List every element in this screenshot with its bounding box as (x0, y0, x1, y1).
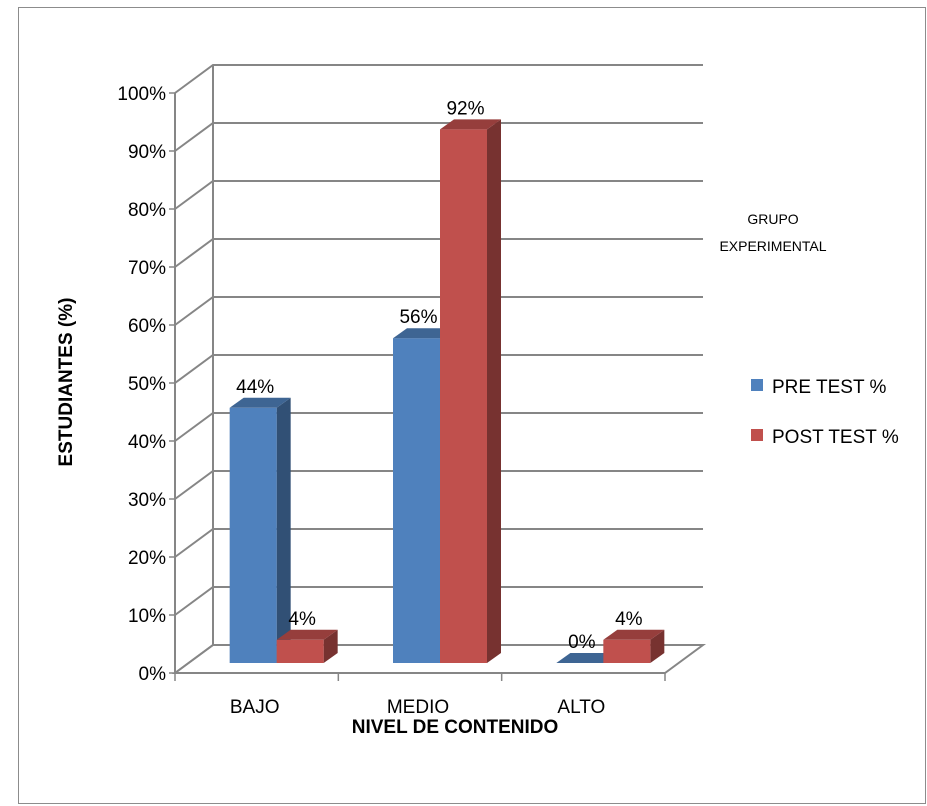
data-label: 4% (288, 609, 316, 630)
bars (229, 119, 665, 663)
data-label: 44% (236, 377, 274, 398)
y-tick-label: 30% (128, 490, 166, 511)
legend-swatch-pre-test (751, 379, 763, 391)
legend-swatch-post-test (751, 429, 763, 441)
legend-label-pre-test: PRE TEST % (772, 377, 886, 398)
x-tick-label: MEDIO (387, 697, 449, 718)
annotation-line-1: GRUPO (747, 211, 798, 227)
y-tick-label: 100% (117, 84, 166, 105)
y-tick-label: 50% (128, 374, 166, 395)
data-labels: 44% 4% 56% 92% 0% 4% (236, 98, 643, 653)
x-tick-label: ALTO (557, 697, 605, 718)
bar-alto-post-test (603, 629, 665, 663)
axes (169, 65, 707, 681)
legend: PRE TEST % POST TEST % (751, 377, 899, 448)
y-tick-label: 70% (128, 258, 166, 279)
bar-alto-pre-test (556, 653, 618, 663)
gridline (174, 238, 703, 268)
y-tick-label: 80% (128, 200, 166, 221)
chart-frame (18, 7, 926, 804)
y-tick-label: 20% (128, 548, 166, 569)
data-label: 0% (568, 632, 596, 653)
x-axis-title: NIVEL DE CONTENIDO (352, 717, 559, 738)
gridline (174, 122, 703, 152)
x-tick-label: BAJO (230, 697, 280, 718)
gridline (174, 64, 703, 94)
y-tick-label: 90% (128, 142, 166, 163)
y-axis-title: ESTUDIANTES (%) (56, 298, 77, 467)
y-tick-label: 60% (128, 316, 166, 337)
y-tick-label: 0% (139, 664, 167, 685)
y-tick-labels: 0% 10% 20% 30% 40% 50% 60% 70% 80% 90% 100% (117, 84, 166, 685)
annotation-line-2: EXPERIMENTAL (719, 238, 826, 254)
bar-bajo-pre-test (229, 397, 291, 663)
bar-bajo-post-test (276, 629, 338, 663)
gridline (174, 296, 703, 326)
legend-label-post-test: POST TEST % (772, 427, 899, 448)
gridline (174, 180, 703, 210)
y-tick-label: 10% (128, 606, 166, 627)
data-label: 4% (615, 609, 643, 630)
x-tick-labels: BAJO MEDIO ALTO (230, 697, 605, 718)
y-tick-label: 40% (128, 432, 166, 453)
bar-medio-post-test (440, 119, 501, 663)
data-label: 92% (446, 98, 484, 119)
data-label: 56% (399, 307, 437, 328)
